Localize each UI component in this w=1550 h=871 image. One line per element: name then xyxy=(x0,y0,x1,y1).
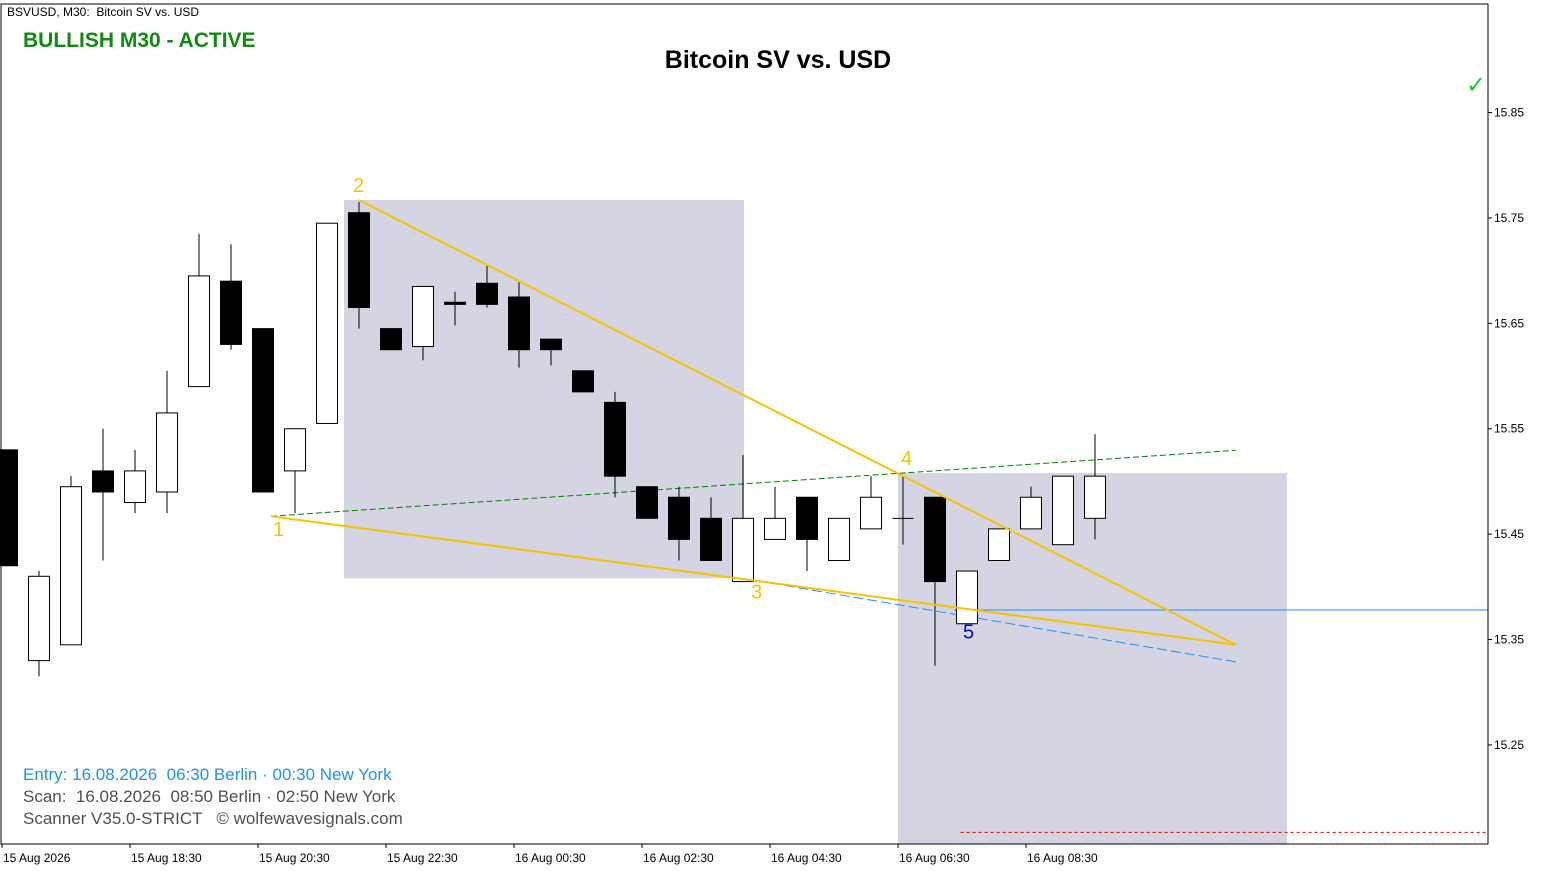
x-tick-label: 16 Aug 00:30 xyxy=(515,851,586,865)
wolfe-point-4: 4 xyxy=(901,448,912,470)
pattern-zone-4-target xyxy=(898,473,1287,844)
candle-bearish xyxy=(700,517,722,561)
status-label: BULLISH M30 - ACTIVE xyxy=(23,29,256,52)
candle-bullish xyxy=(1020,496,1042,530)
scan-info: Scan: 16.08.2026 08:50 Berlin · 02:50 Ne… xyxy=(23,787,396,806)
candle-bearish xyxy=(540,338,562,351)
candle-bullish xyxy=(316,222,338,424)
candle-bullish xyxy=(764,517,786,540)
wolfe-point-5: 5 xyxy=(963,621,974,643)
candle-bearish xyxy=(0,449,18,567)
candle-bullish xyxy=(828,517,850,561)
symbol-label: BSVUSD, M30: xyxy=(7,5,90,19)
y-tick-label: 15.45 xyxy=(1494,527,1524,541)
candle-bearish xyxy=(220,280,242,345)
candle-bullish xyxy=(60,486,82,646)
wedge-line-1-3 xyxy=(270,515,1236,646)
entry-info: Entry: 16.08.2026 06:30 Berlin · 00:30 N… xyxy=(23,765,392,784)
x-tick-label: 15 Aug 2026 xyxy=(3,851,71,865)
y-tick-label: 15.55 xyxy=(1494,422,1524,436)
chart-title: Bitcoin SV vs. USD xyxy=(664,46,892,74)
candle-bullish xyxy=(156,412,178,493)
wolfe-point-3: 3 xyxy=(751,581,762,603)
candle-bullish xyxy=(1052,475,1074,546)
candle-bearish xyxy=(476,282,498,305)
candle-bearish xyxy=(348,212,370,309)
y-tick-label: 15.65 xyxy=(1494,316,1524,330)
candle-bearish xyxy=(92,470,114,493)
x-tick-label: 16 Aug 08:30 xyxy=(1027,851,1098,865)
y-tick-label: 15.25 xyxy=(1494,738,1524,752)
x-tick-label: 15 Aug 22:30 xyxy=(387,851,458,865)
symbol-name: Bitcoin SV vs. USD xyxy=(96,5,200,19)
y-tick-label: 15.75 xyxy=(1494,211,1524,225)
x-tick-label: 16 Aug 04:30 xyxy=(771,851,842,865)
candle-bearish xyxy=(796,496,818,540)
x-tick-label: 15 Aug 20:30 xyxy=(259,851,330,865)
candle-bearish xyxy=(508,296,530,351)
x-tick-label: 15 Aug 18:30 xyxy=(131,851,202,865)
y-tick-label: 15.35 xyxy=(1494,633,1524,647)
candle-bearish xyxy=(380,328,402,351)
check-icon: ✓ xyxy=(1466,71,1487,99)
candle-bearish xyxy=(668,496,690,540)
target-line-1-4 xyxy=(270,449,1236,517)
candle-bullish xyxy=(284,428,306,472)
candle-bearish xyxy=(572,370,594,393)
wolfe-point-1: 1 xyxy=(273,519,284,541)
candle-bullish xyxy=(860,496,882,530)
candle-bearish xyxy=(636,486,658,519)
candle-bullish xyxy=(988,528,1010,561)
candle-bullish xyxy=(1084,475,1106,519)
scanner-info: Scanner V35.0-STRICT © wolfewavesignals.… xyxy=(23,809,403,828)
candle-bearish xyxy=(444,301,466,305)
candle-bearish xyxy=(252,328,274,493)
x-tick-label: 16 Aug 06:30 xyxy=(899,851,970,865)
wedge-line-2-4 xyxy=(358,199,1237,646)
y-tick-label: 15.85 xyxy=(1494,106,1524,120)
candle-bearish xyxy=(604,401,626,477)
wolfe-point-2: 2 xyxy=(353,175,364,197)
candle-bullish xyxy=(28,575,50,662)
candle-bearish xyxy=(924,496,946,583)
candle-bullish xyxy=(188,275,210,388)
plot-frame xyxy=(0,3,1489,845)
candle-bullish xyxy=(732,517,754,583)
chart-header: BSVUSD, M30: Bitcoin SV vs. USD xyxy=(7,5,199,19)
x-tick-label: 16 Aug 02:30 xyxy=(643,851,714,865)
candle-bullish xyxy=(412,285,434,348)
candle-bullish xyxy=(124,470,146,504)
candle-bullish xyxy=(956,570,978,625)
